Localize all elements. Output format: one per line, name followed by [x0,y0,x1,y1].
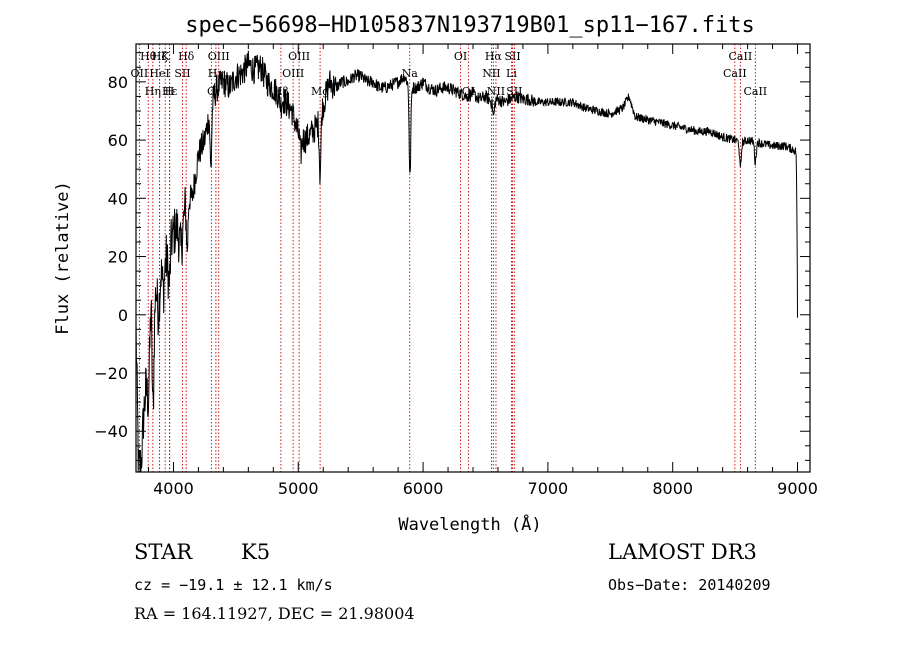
x-tick-label: 4000 [153,479,194,498]
x-axis-label: Wavelength (Å) [398,513,541,535]
redshift-readout: cz = −19.1 ± 12.1 km/s [134,576,333,594]
spectral-line-label: Hδ [178,50,195,63]
spectral-line-label: SII [504,50,520,63]
x-tick-label: 7000 [528,479,569,498]
spectrum-series-line [135,50,798,473]
x-tick-label: 8000 [652,479,693,498]
y-tick-label: 80 [108,73,128,92]
spectral-line-label: OIII [208,50,230,63]
spectral-line-label: Hα [485,50,503,63]
x-tick-label: 6000 [403,479,444,498]
y-tick-label: 60 [108,131,128,150]
spectral-line-label: SII [174,67,190,80]
y-tick-label: −20 [94,364,128,383]
spectral-line-label: Hθ [140,50,157,63]
survey-name: LAMOST DR3 [608,540,757,564]
spectral-line-label: K [161,50,170,63]
observation-date: Obs−Date: 20140209 [608,576,771,594]
y-tick-label: 20 [108,248,128,267]
spectral-line-label: NII [487,85,505,98]
x-axis-ticks: 4000 5000 6000 7000 8000 9000 [147,44,818,498]
object-class: STAR [134,540,193,564]
spectral-line-label: OI [454,50,467,63]
spectral-line-label: Hη [145,85,161,98]
y-tick-label: 40 [108,189,128,208]
y-axis-ticks: −40 −20 0 20 40 60 80 [94,52,810,461]
spectral-line-label: NII [482,67,500,80]
chart-title: spec−56698−HD105837N193719B01_sp11−167.f… [185,13,755,38]
x-tick-label: 9000 [777,479,818,498]
spectral-line-label: OII [131,67,149,80]
spectral-line-label: CaII [723,67,747,80]
spectral-line-label: OIII [282,67,304,80]
spectral-line-markers [138,44,756,472]
spectral-line-label: OIII [288,50,310,63]
coordinates-readout: RA = 164.11927, DEC = 21.98004 [134,604,415,623]
spectral-line-label: Hζ [152,50,168,63]
spectral-line-label: Li [506,67,517,80]
y-tick-label: 0 [118,306,128,325]
spectral-line-label: HeI [149,67,169,80]
x-tick-label: 5000 [278,479,319,498]
object-subclass: K5 [241,540,271,564]
y-axis-label: Flux (relative) [53,181,73,335]
plot-frame [135,43,811,473]
spectral-line-label: H [165,85,175,98]
spectral-line-label: CaII [729,50,753,63]
y-tick-label: −40 [94,422,128,441]
spectral-line-label: G [207,85,216,98]
spectral-line-label: CaII [743,85,767,98]
spectral-line-label: Mg [311,85,329,98]
spectral-line-label: Hε [162,85,178,98]
